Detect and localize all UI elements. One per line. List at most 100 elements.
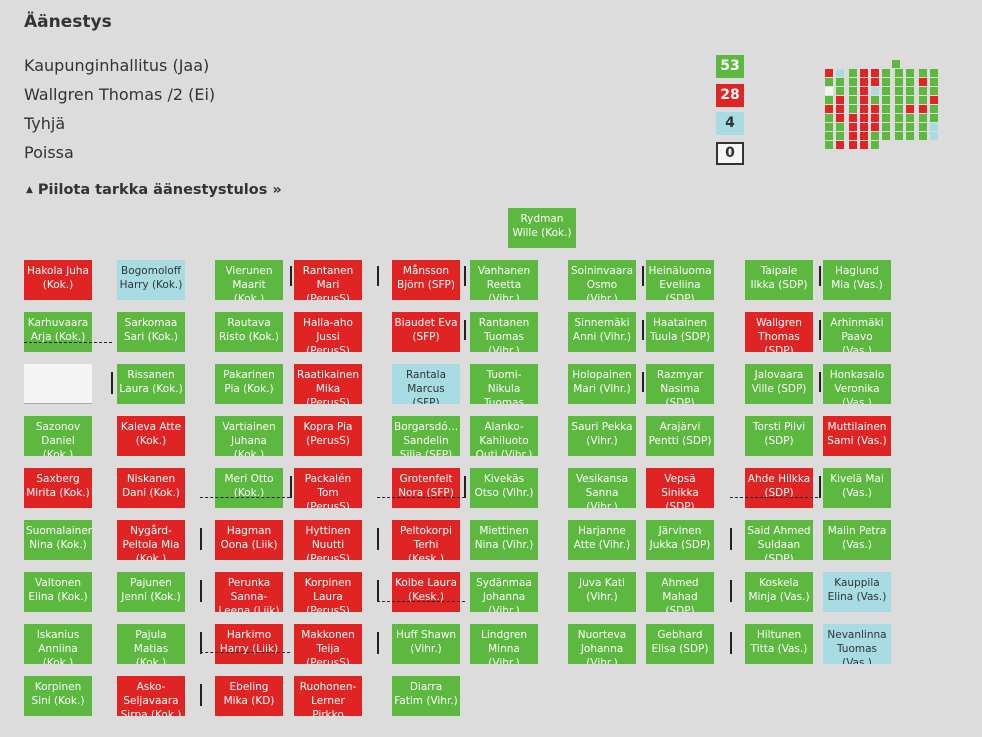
seat[interactable]: Said Ahmed Suldaan (SDP): [745, 520, 813, 560]
seat[interactable]: Vanhanen Reetta (Vihr.): [470, 260, 538, 300]
seat[interactable]: Vierunen Maarit (Kok.): [215, 260, 283, 300]
seat[interactable]: Hakola Juha (Kok.): [24, 260, 92, 300]
seat[interactable]: Vepsä Sinikka (SDP): [646, 468, 714, 508]
seat[interactable]: Ahde Hilkka (SDP): [745, 468, 813, 508]
seat[interactable]: Grotenfelt Nora (SFP): [392, 468, 460, 508]
seat[interactable]: Biaudet Eva (SFP): [392, 312, 460, 352]
minimap-seat: [930, 96, 938, 104]
seat[interactable]: Pajunen Jenni (Kok.): [117, 572, 185, 612]
seat-divider: [730, 632, 732, 654]
seat[interactable]: Nevanlinna Tuomas (Vas.): [823, 624, 891, 664]
seat[interactable]: Sinnemäki Anni (Vihr.): [568, 312, 636, 352]
seat[interactable]: Pajula Matias (Kok.): [117, 624, 185, 664]
seat[interactable]: Niskanen Dani (Kok.): [117, 468, 185, 508]
minimap-seat: [849, 87, 857, 95]
seat[interactable]: Diarra Fatim (Vihr.): [392, 676, 460, 716]
seat[interactable]: Gebhard Elisa (SDP): [646, 624, 714, 664]
seat[interactable]: Raatikainen Mika (PerusS): [294, 364, 362, 404]
seat[interactable]: Rantala Marcus (SFP): [392, 364, 460, 404]
minimap-seat: [895, 87, 903, 95]
toggle-details-link[interactable]: ▲ Piilota tarkka äänestystulos »: [26, 182, 282, 198]
seat[interactable]: Halla-aho Jussi (PerusS): [294, 312, 362, 352]
seat[interactable]: Peltokorpi Terhi (Kesk.): [392, 520, 460, 560]
seat[interactable]: Hiltunen Titta (Vas.): [745, 624, 813, 664]
seat[interactable]: Hyttinen Nuutti (PerusS): [294, 520, 362, 560]
seat[interactable]: Vesikansa Sanna (Vihr.): [568, 468, 636, 508]
seat[interactable]: Tuomi-Nikula Tuomas: [470, 364, 538, 404]
seat[interactable]: Arajärvi Pentti (SDP): [646, 416, 714, 456]
minimap-seat: [882, 114, 890, 122]
seat[interactable]: Ahmed Mahad (SDP): [646, 572, 714, 612]
seat[interactable]: Suomalainen Nina (Kok.): [24, 520, 92, 560]
seat[interactable]: Pakarinen Pia (Kok.): [215, 364, 283, 404]
minimap-seat: [860, 78, 868, 86]
seat-chair[interactable]: Rydman Wille (Kok.): [508, 208, 576, 248]
seat[interactable]: Månsson Björn (SFP): [392, 260, 460, 300]
seat[interactable]: Kivekäs Otso (Vihr.): [470, 468, 538, 508]
seat[interactable]: Malin Petra (Vas.): [823, 520, 891, 560]
seat[interactable]: Harkimo Harry (Liik): [215, 624, 283, 664]
seat[interactable]: Ruohonen-Lerner Pirkko: [294, 676, 362, 716]
seat[interactable]: Kopra Pia (PerusS): [294, 416, 362, 456]
seat[interactable]: Makkonen Teija (PerusS): [294, 624, 362, 664]
minimap-seat: [825, 132, 833, 140]
seat[interactable]: Järvinen Jukka (SDP): [646, 520, 714, 560]
minimap-seat: [882, 96, 890, 104]
minimap-seat: [919, 78, 927, 86]
seat[interactable]: Haglund Mia (Vas.): [823, 260, 891, 300]
seat[interactable]: Packalén Tom (PerusS): [294, 468, 362, 508]
seat[interactable]: Holopainen Mari (Vihr.): [568, 364, 636, 404]
minimap-seat: [871, 132, 879, 140]
seat[interactable]: Arhinmäki Paavo (Vas.): [823, 312, 891, 352]
seat[interactable]: Vartiainen Juhana (Kok.): [215, 416, 283, 456]
seat[interactable]: Ebeling Mika (KD): [215, 676, 283, 716]
seat[interactable]: Kauppila Elina (Vas.): [823, 572, 891, 612]
seat[interactable]: [24, 364, 92, 404]
seat[interactable]: Kivelä Mai (Vas.): [823, 468, 891, 508]
seat[interactable]: Rissanen Laura (Kok.): [117, 364, 185, 404]
seat[interactable]: Nygård-Peltola Mia (Kok.): [117, 520, 185, 560]
seat[interactable]: Huff Shawn (Vihr.): [392, 624, 460, 664]
seat[interactable]: Muttilainen Sami (Vas.): [823, 416, 891, 456]
seat[interactable]: Sazonov Daniel (Kok.): [24, 416, 92, 456]
seat[interactable]: Heinäluoma Eveliina (SDP): [646, 260, 714, 300]
seat[interactable]: Juva Kati (Vihr.): [568, 572, 636, 612]
seat[interactable]: Rantanen Mari (PerusS): [294, 260, 362, 300]
seat[interactable]: Sauri Pekka (Vihr.): [568, 416, 636, 456]
seat[interactable]: Iskanius Anniina (Kok.): [24, 624, 92, 664]
seat[interactable]: Torsti Pilvi (SDP): [745, 416, 813, 456]
seat[interactable]: Saxberg Mirita (Kok.): [24, 468, 92, 508]
seat[interactable]: Haatainen Tuula (SDP): [646, 312, 714, 352]
seat[interactable]: Rautava Risto (Kok.): [215, 312, 283, 352]
seat[interactable]: Borgarsdó… Sandelin Silja (SFP): [392, 416, 460, 456]
seat[interactable]: Harjanne Atte (Vihr.): [568, 520, 636, 560]
seat[interactable]: Sarkomaa Sari (Kok.): [117, 312, 185, 352]
seat[interactable]: Wallgren Thomas (SDP): [745, 312, 813, 352]
seat[interactable]: Miettinen Nina (Vihr.): [470, 520, 538, 560]
seat[interactable]: Soininvaara Osmo (Vihr.): [568, 260, 636, 300]
seat[interactable]: Perunka Sanna-Leena (Liik): [215, 572, 283, 612]
seat[interactable]: Lindgren Minna (Vihr.): [470, 624, 538, 664]
seat[interactable]: Valtonen Elina (Kok.): [24, 572, 92, 612]
seat[interactable]: Kolbe Laura (Kesk.): [392, 572, 460, 612]
seat-divider: [642, 266, 644, 286]
seat[interactable]: Korpinen Laura (PerusS): [294, 572, 362, 612]
seat[interactable]: Rantanen Tuomas (Vihr.): [470, 312, 538, 352]
seat[interactable]: Jalovaara Ville (SDP): [745, 364, 813, 404]
seat[interactable]: Korpinen Sini (Kok.): [24, 676, 92, 716]
seat[interactable]: Nuorteva Johanna (Vihr.): [568, 624, 636, 664]
seat[interactable]: Koskela Minja (Vas.): [745, 572, 813, 612]
seat[interactable]: Taipale Ilkka (SDP): [745, 260, 813, 300]
seat-divider: [377, 528, 379, 550]
seat[interactable]: Karhuvaara Arja (Kok.): [24, 312, 92, 352]
seat[interactable]: Alanko-Kahiluoto Outi (Vihr.): [470, 416, 538, 456]
seat[interactable]: Bogomoloff Harry (Kok.): [117, 260, 185, 300]
seat[interactable]: Meri Otto (Kok.): [215, 468, 283, 508]
seat[interactable]: Asko-Seljavaara Sirpa (Kok.): [117, 676, 185, 716]
seat[interactable]: Hagman Oona (Liik): [215, 520, 283, 560]
seat[interactable]: Kaleva Atte (Kok.): [117, 416, 185, 456]
seat[interactable]: Sydänmaa Johanna (Vihr.): [470, 572, 538, 612]
seat[interactable]: Honkasalo Veronika (Vas.): [823, 364, 891, 404]
seat[interactable]: Razmyar Nasima (SDP): [646, 364, 714, 404]
